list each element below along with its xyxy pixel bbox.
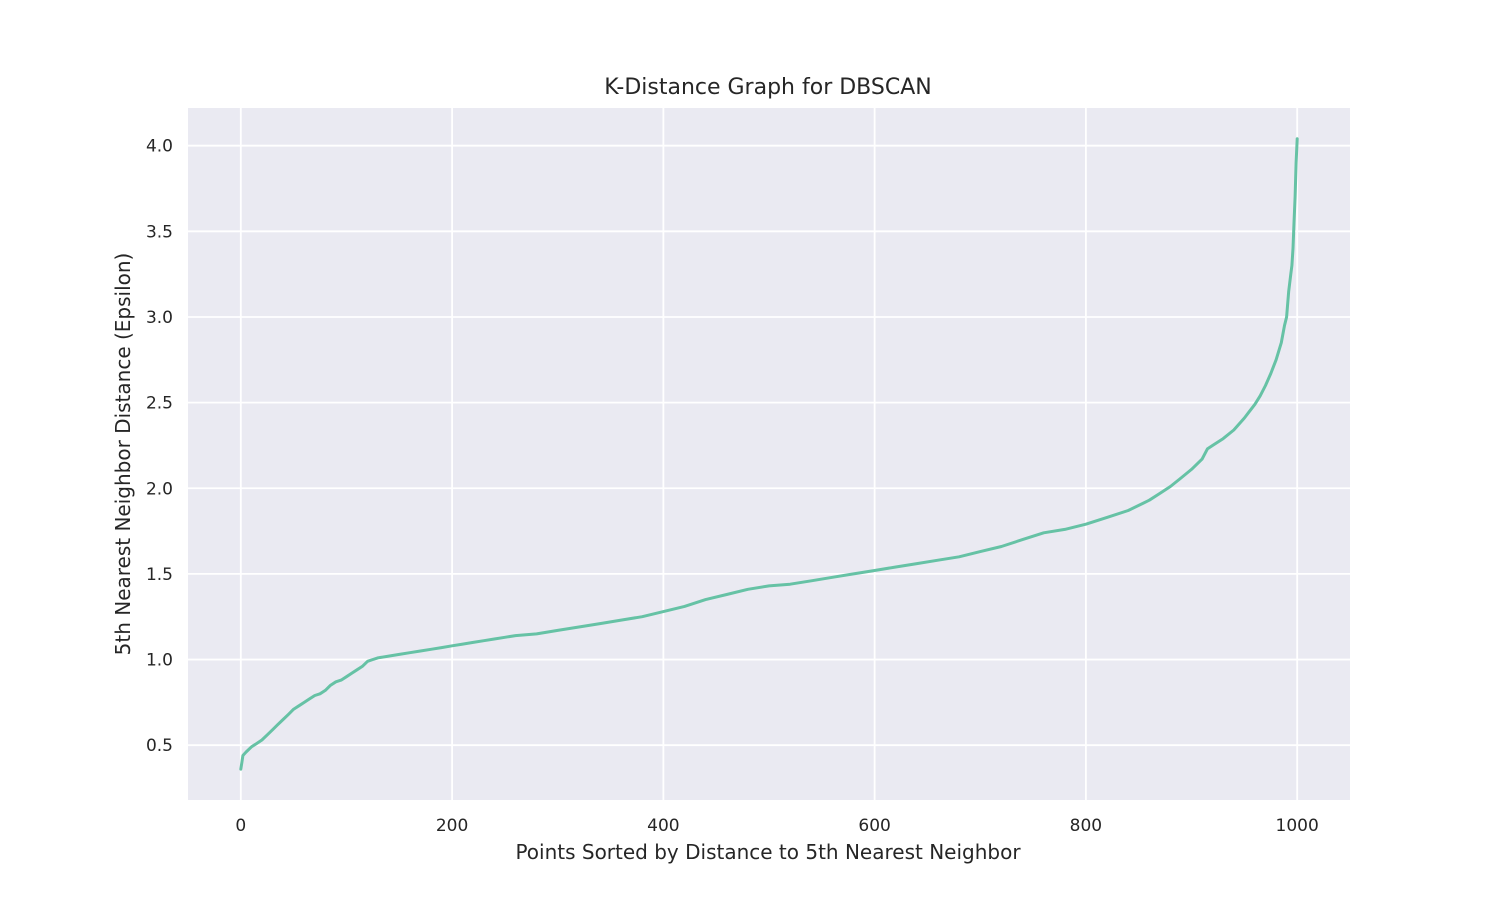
y-tick-label: 2.5 <box>146 394 173 414</box>
x-axis-ticks: 0 200 400 600 800 1000 <box>235 816 1318 836</box>
x-tick-label: 1000 <box>1276 816 1319 836</box>
x-tick-label: 0 <box>235 816 246 836</box>
y-tick-label: 3.0 <box>146 308 173 328</box>
plot-area <box>188 108 1350 800</box>
x-tick-label: 400 <box>647 816 679 836</box>
x-axis-label: Points Sorted by Distance to 5th Nearest… <box>515 840 1021 864</box>
y-tick-label: 0.5 <box>146 736 173 756</box>
y-tick-label: 4.0 <box>146 137 173 157</box>
y-tick-label: 2.0 <box>146 479 173 499</box>
y-tick-label: 1.5 <box>146 565 173 585</box>
grid <box>188 108 1350 800</box>
series-line <box>239 137 1299 771</box>
chart-title: K-Distance Graph for DBSCAN <box>604 75 931 100</box>
x-tick-label: 200 <box>436 816 468 836</box>
y-axis-ticks: 0.5 1.0 1.5 2.0 2.5 3.0 3.5 4.0 <box>146 137 173 757</box>
x-tick-label: 600 <box>858 816 890 836</box>
x-tick-label: 800 <box>1070 816 1102 836</box>
y-tick-label: 3.5 <box>146 222 173 242</box>
series-group <box>239 137 1299 771</box>
y-axis-label: 5th Nearest Neighbor Distance (Epsilon) <box>111 253 135 656</box>
y-tick-label: 1.0 <box>146 651 173 671</box>
